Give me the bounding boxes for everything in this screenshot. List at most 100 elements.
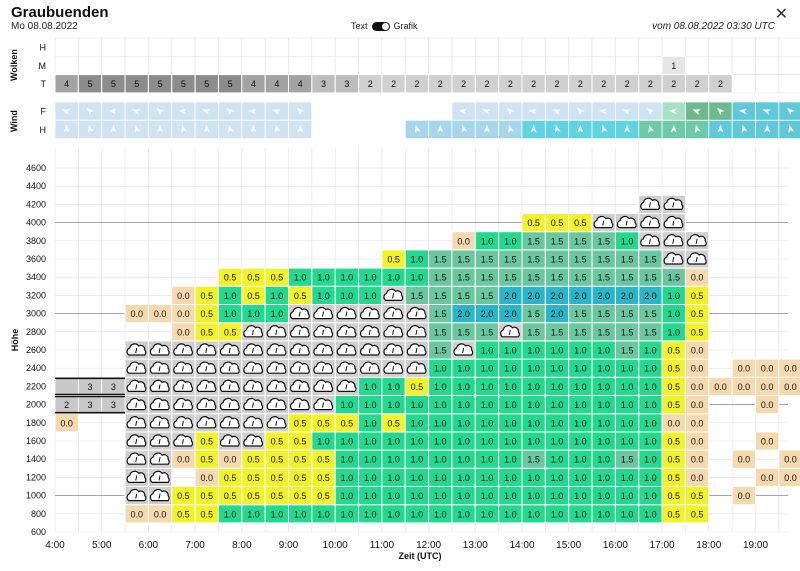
- cloud-t-value: 2: [461, 79, 466, 89]
- thermal-value: 0.5: [201, 455, 214, 465]
- thermal-value: 1.0: [644, 455, 657, 465]
- thermal-value: 0.5: [668, 455, 681, 465]
- thermal-value: 1.5: [481, 255, 494, 265]
- thermal-value: 1.0: [551, 418, 564, 428]
- wind-arrow-icon: [87, 124, 94, 134]
- cloud-cell: [288, 55, 313, 75]
- thermal-value: 2.0: [457, 309, 470, 319]
- cloud-icon: [219, 434, 240, 447]
- thermal-value: 1.0: [411, 255, 424, 265]
- cloud-icon: [126, 397, 147, 411]
- thermal-value: 1.0: [457, 473, 470, 483]
- thermal-value: 0.0: [154, 309, 167, 319]
- thermal-value: 1.0: [364, 382, 377, 392]
- thermal-value: 0.5: [247, 273, 260, 283]
- wind-row-label: F: [41, 107, 47, 117]
- thermal-value: 1.0: [387, 473, 400, 483]
- thermal-value: 1.0: [621, 509, 634, 519]
- wind-arrow-icon: [202, 109, 211, 115]
- cloud-icon: [219, 416, 240, 429]
- cloud-cell: [708, 55, 733, 75]
- cloud-icon: [243, 379, 264, 392]
- thermal-value: 1.0: [457, 437, 470, 447]
- thermal-value: 1.5: [551, 273, 564, 283]
- view-toggle[interactable]: Text Grafik: [351, 21, 418, 31]
- thermal-value: 0.0: [691, 382, 704, 392]
- cloud-icon: [289, 306, 310, 320]
- thermal-value: 1.5: [621, 327, 634, 337]
- thermal-value: 1.0: [621, 473, 634, 483]
- y-tick-label: 3000: [26, 309, 46, 319]
- thermal-value: 0.5: [201, 491, 214, 501]
- cloud-icon: [593, 215, 614, 229]
- cloud-icon: [149, 343, 170, 356]
- thermal-value: 0.0: [224, 455, 237, 465]
- cloud-cell: [218, 37, 243, 57]
- x-tick-label: 4:00: [45, 540, 65, 551]
- y-tick-label: 800: [31, 509, 46, 519]
- cloud-layer-value: 3: [88, 400, 93, 410]
- toggle-grafik-label: Grafik: [393, 21, 418, 31]
- cloud-icon: [266, 343, 287, 356]
- cloud-cell: [381, 37, 406, 57]
- cloud-icon: [219, 379, 240, 392]
- thermal-value: 2.0: [551, 291, 564, 301]
- thermal-value: 1.0: [341, 473, 354, 483]
- thermal-value: 1.0: [504, 346, 517, 356]
- y-tick-label: 2400: [26, 363, 46, 373]
- thermal-value: 0.5: [224, 491, 237, 501]
- cloud-icon: [266, 416, 287, 429]
- cloud-t-value: 3: [344, 79, 349, 89]
- cloud-cell: [101, 55, 126, 75]
- thermal-value: 0.5: [668, 346, 681, 356]
- thermal-value: 1.0: [481, 437, 494, 447]
- thermal-value: 1.5: [527, 236, 540, 246]
- wind-arrow-icon: [554, 124, 561, 134]
- y-tick-label: 2800: [26, 327, 46, 337]
- thermal-value: 0.0: [784, 473, 797, 483]
- cloud-cell: [521, 55, 546, 75]
- cloud-icon: [243, 325, 264, 338]
- wind-arrow-icon: [668, 108, 678, 115]
- wind-arrow-icon: [506, 107, 515, 116]
- thermal-value: 1.5: [644, 309, 657, 319]
- cloud-icon: [383, 343, 404, 356]
- cloud-t-value: 2: [484, 79, 489, 89]
- thermal-value: 0.5: [271, 455, 284, 465]
- cloud-icon: [640, 234, 661, 247]
- forecast-date: Mo 08.08.2022: [11, 21, 78, 32]
- cloud-icon: [336, 379, 357, 392]
- cloud-icon: [149, 434, 170, 447]
- thermal-value: 1.5: [644, 273, 657, 283]
- wind-arrow-icon: [110, 124, 117, 133]
- cloud-icon: [219, 361, 240, 374]
- thermal-value: 0.0: [761, 437, 774, 447]
- cloud-icon: [686, 252, 707, 265]
- thermal-value: 1.0: [597, 418, 610, 428]
- cloud-icon: [196, 361, 217, 374]
- cloud-cell: [638, 37, 663, 57]
- thermal-value: 1.0: [644, 382, 657, 392]
- cloud-icon: [173, 343, 194, 356]
- cloud-cell: [241, 37, 266, 57]
- cloud-t-value: 2: [508, 79, 513, 89]
- y-tick-label: 3200: [26, 290, 46, 300]
- cloud-m-value: 1: [671, 61, 676, 71]
- toggle-switch[interactable]: [371, 21, 390, 31]
- thermal-value: 1.0: [621, 400, 634, 410]
- thermal-value: 0.0: [177, 327, 190, 337]
- wind-row-label: H: [40, 125, 47, 135]
- cloud-cell: [474, 55, 499, 75]
- thermal-value: 1.0: [597, 382, 610, 392]
- thermal-value: 1.5: [481, 327, 494, 337]
- thermal-value: 1.0: [364, 273, 377, 283]
- cloud-icon: [149, 488, 170, 502]
- close-icon[interactable]: ✕: [774, 6, 788, 23]
- thermal-value: 1.0: [504, 236, 517, 246]
- thermal-value: 1.0: [411, 273, 424, 283]
- thermal-value: 1.0: [621, 418, 634, 428]
- thermal-value: 1.0: [551, 455, 564, 465]
- y-tick-label: 2200: [26, 381, 46, 391]
- y-tick-label: 1400: [26, 454, 46, 464]
- thermal-value: 1.0: [644, 491, 657, 501]
